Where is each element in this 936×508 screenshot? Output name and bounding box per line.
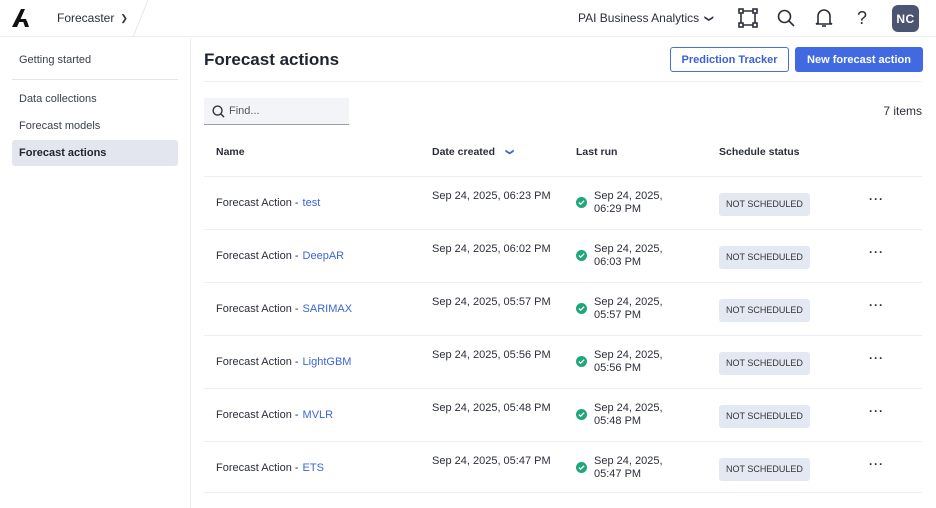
search-icon[interactable] bbox=[775, 7, 797, 29]
date-created: Sep 24, 2025, 05:57 PM bbox=[432, 296, 551, 308]
more-options-icon[interactable]: ··· bbox=[869, 192, 884, 206]
divider bbox=[204, 81, 922, 82]
sort-desc-icon: ❯ bbox=[505, 148, 515, 156]
last-run-text: Sep 24, 2025, 06:03 PM bbox=[594, 243, 663, 268]
action-link[interactable]: MVLR bbox=[302, 409, 334, 421]
more-options-icon[interactable]: ··· bbox=[869, 404, 884, 418]
search-input[interactable] bbox=[229, 105, 339, 117]
date-created: Sep 24, 2025, 05:56 PM bbox=[432, 349, 551, 361]
sidebar-item-forecast-actions[interactable]: Forecast actions bbox=[12, 140, 178, 166]
sidebar-item-getting-started[interactable]: Getting started bbox=[19, 54, 92, 66]
column-header-name[interactable]: Name bbox=[216, 146, 245, 158]
table-row[interactable]: Forecast Action - SARIMAX Sep 24, 2025, 0… bbox=[204, 282, 922, 335]
page-title: Forecast actions bbox=[204, 50, 340, 69]
more-options-icon[interactable]: ··· bbox=[869, 245, 884, 259]
last-run: Sep 24, 2025, 05:56 PM bbox=[576, 349, 686, 375]
chevron-down-icon: ❯ bbox=[704, 14, 715, 22]
item-count: 7 items bbox=[883, 104, 922, 118]
last-run-text: Sep 24, 2025, 05:56 PM bbox=[594, 349, 663, 374]
search-box bbox=[204, 98, 349, 125]
date-created: Sep 24, 2025, 05:48 PM bbox=[432, 402, 551, 414]
bell-icon[interactable] bbox=[813, 7, 835, 29]
help-icon[interactable]: ? bbox=[856, 7, 867, 28]
top-bar: Forecaster ❯ PAI Business Analytics ❯ ? NC bbox=[0, 0, 936, 37]
sidebar-item-data-collections[interactable]: Data collections bbox=[19, 93, 97, 105]
divider bbox=[204, 492, 922, 493]
last-run: Sep 24, 2025, 06:29 PM bbox=[576, 190, 686, 216]
sidebar-divider bbox=[12, 79, 178, 80]
more-options-icon[interactable]: ··· bbox=[869, 298, 884, 312]
last-run-text: Sep 24, 2025, 05:48 PM bbox=[594, 402, 663, 427]
date-created: Sep 24, 2025, 05:47 PM bbox=[432, 455, 551, 467]
status-badge: NOT SCHEDULED bbox=[719, 193, 810, 216]
divider bbox=[132, 0, 149, 37]
action-name: Forecast Action - MVLR bbox=[216, 409, 333, 422]
org-switcher[interactable]: PAI Business Analytics ❯ bbox=[578, 11, 715, 25]
status-badge: NOT SCHEDULED bbox=[719, 246, 810, 269]
status-badge: NOT SCHEDULED bbox=[719, 299, 810, 322]
app-name: Forecaster bbox=[57, 11, 115, 25]
org-name: PAI Business Analytics bbox=[578, 11, 700, 25]
avatar[interactable]: NC bbox=[892, 5, 919, 32]
action-name: Forecast Action - DeepAR bbox=[216, 250, 344, 263]
action-name: Forecast Action - ETS bbox=[216, 462, 324, 475]
status-badge: NOT SCHEDULED bbox=[719, 352, 810, 375]
name-prefix: Forecast Action - bbox=[216, 462, 299, 474]
date-created: Sep 24, 2025, 06:02 PM bbox=[432, 243, 551, 255]
prediction-tracker-button[interactable]: Prediction Tracker bbox=[670, 47, 789, 72]
table-row[interactable]: Forecast Action - MVLR Sep 24, 2025, 05:4… bbox=[204, 388, 922, 441]
status-badge: NOT SCHEDULED bbox=[719, 405, 810, 428]
sidebar: Getting started Data collections Forecas… bbox=[0, 38, 191, 508]
last-run-text: Sep 24, 2025, 06:29 PM bbox=[594, 190, 663, 215]
logo-icon[interactable] bbox=[12, 9, 32, 27]
more-options-icon[interactable]: ··· bbox=[869, 351, 884, 365]
name-prefix: Forecast Action - bbox=[216, 356, 299, 368]
check-circle-icon bbox=[576, 462, 587, 473]
last-run: Sep 24, 2025, 05:48 PM bbox=[576, 402, 686, 428]
status-badge: NOT SCHEDULED bbox=[719, 458, 810, 481]
action-name: Forecast Action - SARIMAX bbox=[216, 303, 352, 316]
check-circle-icon bbox=[576, 409, 587, 420]
table-row[interactable]: Forecast Action - LightGBM Sep 24, 2025, … bbox=[204, 335, 922, 388]
table-row[interactable]: Forecast Action - DeepAR Sep 24, 2025, 06… bbox=[204, 229, 922, 282]
column-header-last-run[interactable]: Last run bbox=[576, 146, 618, 158]
name-prefix: Forecast Action - bbox=[216, 250, 299, 262]
search-icon bbox=[212, 104, 225, 118]
last-run-text: Sep 24, 2025, 05:57 PM bbox=[594, 296, 663, 321]
last-run: Sep 24, 2025, 05:47 PM bbox=[576, 455, 686, 481]
last-run: Sep 24, 2025, 06:03 PM bbox=[576, 243, 686, 269]
name-prefix: Forecast Action - bbox=[216, 197, 299, 209]
action-name: Forecast Action - LightGBM bbox=[216, 356, 351, 369]
chevron-down-icon: ❯ bbox=[120, 12, 128, 23]
action-link[interactable]: DeepAR bbox=[302, 250, 345, 262]
name-prefix: Forecast Action - bbox=[216, 303, 299, 315]
action-link[interactable]: SARIMAX bbox=[302, 303, 353, 315]
more-options-icon[interactable]: ··· bbox=[869, 457, 884, 471]
last-run-text: Sep 24, 2025, 05:47 PM bbox=[594, 455, 663, 480]
check-circle-icon bbox=[576, 197, 587, 208]
table-row[interactable]: Forecast Action - test Sep 24, 2025, 06:2… bbox=[204, 176, 922, 229]
action-name: Forecast Action - test bbox=[216, 197, 320, 210]
sidebar-item-forecast-models[interactable]: Forecast models bbox=[19, 120, 101, 132]
column-header-date-created[interactable]: Date created ❯ bbox=[432, 146, 515, 158]
action-link[interactable]: LightGBM bbox=[302, 356, 352, 368]
name-prefix: Forecast Action - bbox=[216, 409, 299, 421]
action-link[interactable]: test bbox=[302, 197, 321, 209]
action-link[interactable]: ETS bbox=[302, 462, 324, 474]
table-row[interactable]: Forecast Action - ETS Sep 24, 2025, 05:47… bbox=[204, 441, 922, 494]
check-circle-icon bbox=[576, 250, 587, 261]
app-switcher[interactable]: Forecaster ❯ bbox=[57, 11, 128, 25]
column-header-schedule-status[interactable]: Schedule status bbox=[719, 146, 800, 158]
graph-nodes-icon[interactable] bbox=[737, 7, 759, 29]
last-run: Sep 24, 2025, 05:57 PM bbox=[576, 296, 686, 322]
check-circle-icon bbox=[576, 303, 587, 314]
check-circle-icon bbox=[576, 356, 587, 367]
column-label: Date created bbox=[432, 146, 496, 158]
date-created: Sep 24, 2025, 06:23 PM bbox=[432, 190, 551, 202]
new-forecast-action-button[interactable]: New forecast action bbox=[795, 47, 923, 72]
